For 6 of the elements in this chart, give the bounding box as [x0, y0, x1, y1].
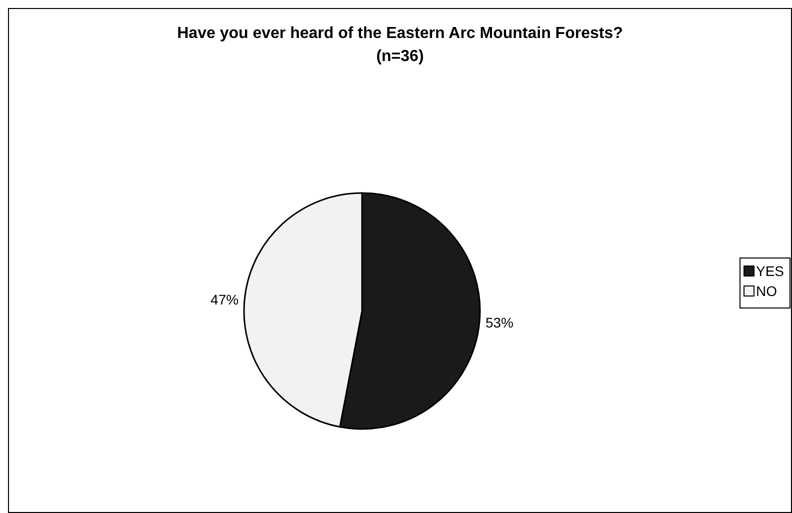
data-label: 53% — [485, 314, 514, 331]
legend-label: YES — [756, 263, 784, 279]
chart-subtitle: (n=36) — [376, 48, 424, 65]
legend-label: NO — [756, 283, 778, 299]
data-label: 47% — [210, 291, 239, 308]
chart-title: Have you ever heard of the Eastern Arc Mountain Forests? — [177, 25, 623, 42]
